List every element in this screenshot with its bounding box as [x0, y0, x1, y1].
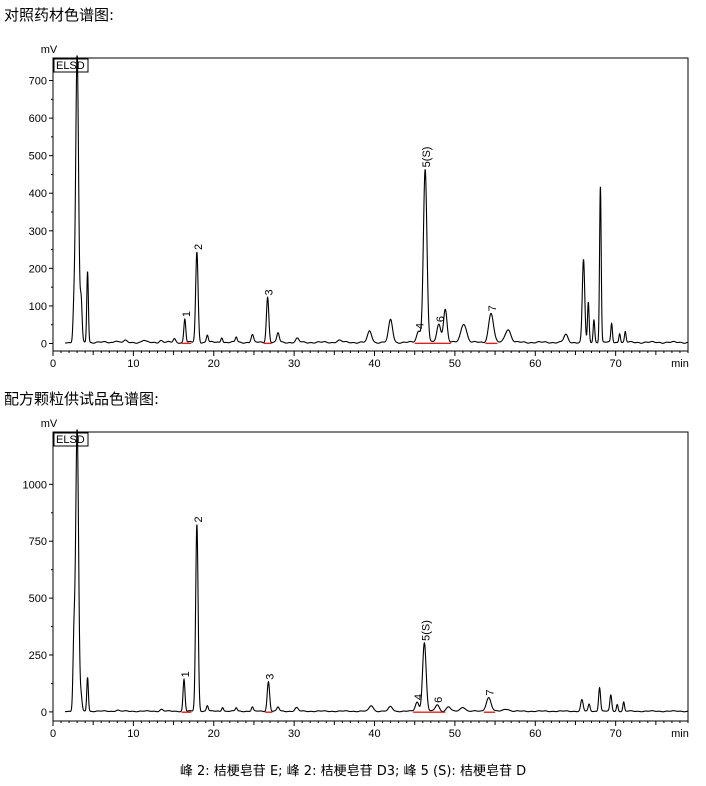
chart2-x-tick-label: 20	[208, 728, 220, 740]
chart1-legend-box	[53, 58, 89, 73]
chart1-peak-label: 2	[193, 244, 205, 250]
chart2-x-axis-unit: min	[671, 728, 689, 740]
chart1-x-tick-label: 10	[127, 358, 139, 370]
chart1-legend-label: ELSD	[56, 60, 85, 72]
chart2-legend-label: ELSD	[56, 434, 85, 446]
chart1-y-tick-label: 700	[29, 76, 47, 88]
chart2-peak-label: 7	[485, 689, 497, 695]
chart1-peak-label: 1	[181, 311, 193, 317]
chart2-y-tick-label: 250	[29, 650, 47, 662]
chart1-y-tick-label: 0	[41, 338, 47, 350]
reference-chromatogram-heading: 对照药材色谱图:	[4, 6, 115, 24]
chart1-x-tick-label: 70	[610, 358, 622, 370]
chart2-y-tick-label: 500	[29, 593, 47, 605]
chart2-x-tick-label: 60	[529, 728, 541, 740]
chart1-y-axis-unit: mV	[41, 44, 58, 56]
chart2-x-tick-label: 0	[50, 728, 56, 740]
chart1-x-tick-label: 30	[288, 358, 300, 370]
chart2-legend-box	[53, 432, 89, 447]
chart2-peak-label: 2	[193, 516, 205, 522]
chart2-peak-label: 3	[264, 674, 276, 680]
chart1-peak-label: 4	[415, 323, 427, 329]
chart2-x-tick-label: 30	[288, 728, 300, 740]
chart1-y-tick-label: 300	[29, 226, 47, 238]
chart2-y-tick-label: 0	[41, 707, 47, 719]
chart2-x-tick-label: 50	[449, 728, 461, 740]
chart2-peak-label: 4	[413, 694, 425, 700]
chart1-x-tick-label: 60	[529, 358, 541, 370]
chart1-x-axis-unit: min	[671, 358, 689, 370]
chart2-x-tick-label: 70	[610, 728, 622, 740]
chart1-y-tick-label: 500	[29, 151, 47, 163]
chart1-x-tick-label: 20	[208, 358, 220, 370]
chart2-y-tick-label: 1000	[23, 479, 47, 491]
chart1-plot-frame	[52, 57, 689, 352]
chart2-y-tick-label: 750	[29, 536, 47, 548]
chart1-y-tick-label: 400	[29, 188, 47, 200]
chart2-peak-label: 5(S)	[420, 620, 432, 641]
chart1-x-tick-label: 0	[50, 358, 56, 370]
chart1-x-tick-label: 40	[368, 358, 380, 370]
chart1-x-tick-label: 50	[449, 358, 461, 370]
chart1-peak-label: 5(S)	[421, 147, 433, 168]
chart1-peak-label: 7	[487, 305, 499, 311]
chart1-signal-trace	[64, 55, 688, 344]
chart1-peak-label: 3	[264, 289, 276, 295]
chart2-x-tick-label: 40	[368, 728, 380, 740]
chart2-peak-label: 1	[180, 671, 192, 677]
chart2-signal-trace	[64, 429, 688, 713]
chart2-x-tick-label: 10	[127, 728, 139, 740]
sample-chromatogram-heading: 配方颗粒供试品色谱图:	[4, 390, 160, 408]
chart2-peak-label: 6	[433, 697, 445, 703]
chart1-y-tick-label: 200	[29, 263, 47, 275]
chart1-y-tick-label: 100	[29, 301, 47, 313]
chart2-plot-frame	[52, 431, 689, 722]
peak-identification-footnote: 峰 2: 桔梗皂苷 E; 峰 2: 桔梗皂苷 D3; 峰 5 (S): 桔梗皂苷…	[179, 764, 527, 779]
chart1-y-tick-label: 600	[29, 113, 47, 125]
chart2-y-axis-unit: mV	[41, 418, 58, 430]
chart1-peak-label: 6	[435, 316, 447, 322]
